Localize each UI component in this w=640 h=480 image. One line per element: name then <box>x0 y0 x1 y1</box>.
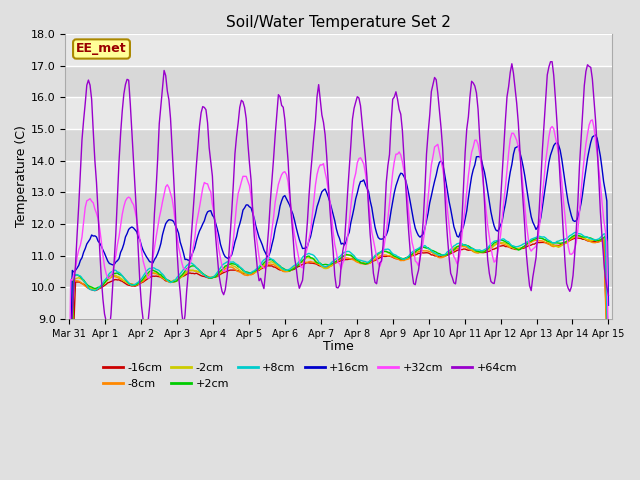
Bar <box>65 66 612 97</box>
Legend: -16cm, -8cm, -2cm, +2cm, +8cm, +16cm, +32cm, +64cm: -16cm, -8cm, -2cm, +2cm, +8cm, +16cm, +3… <box>98 359 522 393</box>
Bar <box>65 129 612 161</box>
Bar <box>65 161 612 192</box>
Bar <box>65 97 612 129</box>
Bar <box>65 34 612 66</box>
Title: Soil/Water Temperature Set 2: Soil/Water Temperature Set 2 <box>227 15 451 30</box>
Text: EE_met: EE_met <box>76 43 127 56</box>
Bar <box>65 288 612 319</box>
Bar <box>65 256 612 288</box>
Bar <box>65 192 612 224</box>
X-axis label: Time: Time <box>323 340 354 353</box>
Bar <box>65 224 612 256</box>
Y-axis label: Temperature (C): Temperature (C) <box>15 126 28 228</box>
